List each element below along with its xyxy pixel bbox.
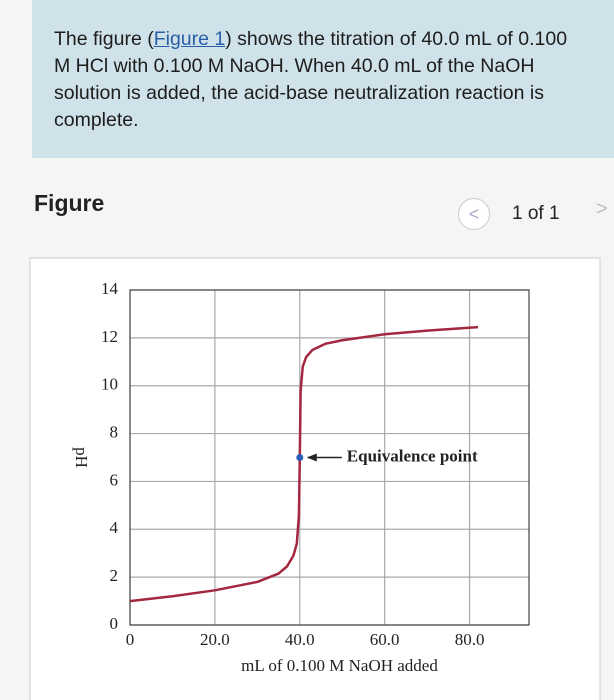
x-tick-label: 40.0	[285, 630, 315, 649]
previous-button[interactable]: <	[458, 198, 490, 230]
figure-frame	[29, 257, 601, 700]
x-tick-label: 0	[126, 630, 135, 649]
x-tick-label: 60.0	[370, 630, 400, 649]
y-tick-label: 2	[110, 566, 119, 585]
next-button[interactable]: >	[596, 198, 608, 220]
figure-heading: Figure	[34, 190, 105, 216]
problem-text-part: The figure (	[54, 28, 154, 50]
y-tick-label: 0	[110, 614, 119, 633]
plot-border	[129, 289, 530, 626]
y-tick-label: 14	[101, 279, 119, 298]
y-tick-label: 4	[110, 518, 119, 537]
y-axis-label: pH	[72, 447, 91, 468]
y-tick-label: 10	[101, 375, 118, 394]
x-tick-label: 20.0	[200, 630, 230, 649]
equivalence-point	[296, 454, 304, 461]
problem-text: The figure (Figure 1) shows the titratio…	[32, 0, 614, 158]
y-tick-label: 12	[101, 327, 118, 346]
x-tick-label: 80.0	[455, 630, 485, 649]
pager-label: 1 of 1	[512, 203, 560, 224]
y-tick-label: 8	[110, 422, 119, 441]
figure-link[interactable]: Figure 1	[153, 28, 226, 50]
problem-text-part: ) shows the titration of 40.0 mL of 0.10…	[54, 28, 568, 131]
annotation-arrowhead	[306, 453, 317, 462]
annotation-text: Equivalence point	[347, 446, 478, 465]
y-tick-label: 6	[110, 470, 119, 489]
x-axis-label: mL of 0.100 M NaOH added	[241, 656, 438, 675]
